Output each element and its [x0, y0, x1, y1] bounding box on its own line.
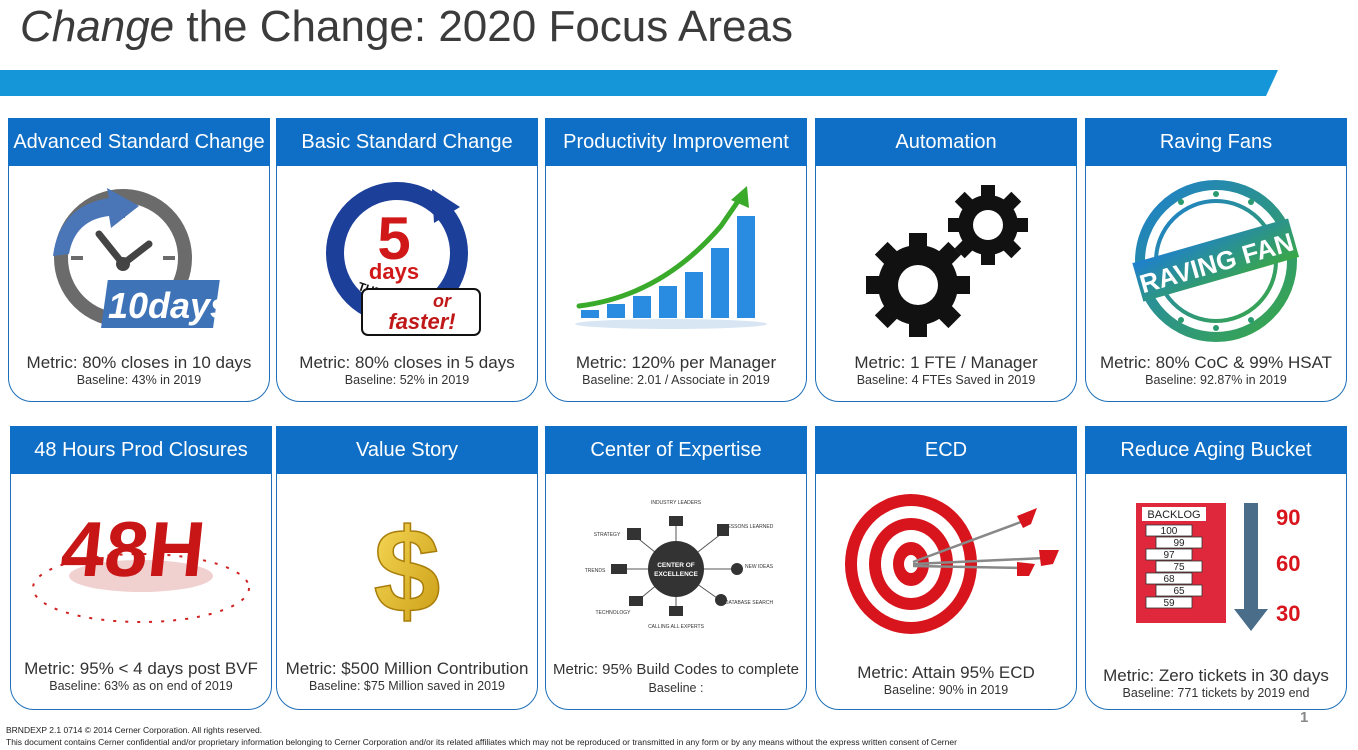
page-title: Change the Change: 2020 Focus Areas	[20, 2, 793, 52]
card-automation: Automation	[815, 118, 1077, 402]
card-title: Center of Expertise	[545, 426, 807, 474]
page-number: 1	[1300, 709, 1309, 726]
card-metric: Metric: 80% CoC & 99% HSAT	[1099, 353, 1333, 372]
footer-copyright: BRNDEXP 2.1 0714 © 2014 Cerner Corporati…	[6, 725, 263, 735]
card-metric: Metric: Zero tickets in 30 days	[1103, 666, 1329, 685]
gears-icon	[822, 173, 1070, 349]
backlog-item: 100	[1161, 526, 1178, 537]
badge-text: 10days	[108, 285, 230, 326]
backlog-item: 59	[1163, 598, 1175, 609]
card-advanced-standard-change: Advanced Standard Change 10days Metric: …	[8, 118, 270, 402]
card-metric: Metric: 95% Build Codes to complete	[553, 661, 799, 678]
backlog-item: 68	[1163, 574, 1175, 585]
card-metric: Metric: $500 Million Contribution	[285, 659, 529, 678]
card-baseline: Baseline: 771 tickets by 2019 end	[1122, 686, 1310, 700]
card-title: Automation	[815, 118, 1077, 166]
card-center-of-expertise: Center of Expertise CENTER OF EXCELLENCE…	[545, 426, 807, 710]
footer: BRNDEXP 2.1 0714 © 2014 Cerner Corporati…	[6, 724, 957, 748]
card-raving-fans: Raving Fans RAVING FAN Metric: 80% CoC &…	[1085, 118, 1347, 402]
title-emphasis: Change	[20, 2, 175, 51]
card-baseline: Baseline: 90% in 2019	[883, 683, 1009, 697]
badge-faster: faster!	[388, 309, 455, 334]
backlog-label: BACKLOG	[1147, 509, 1200, 521]
card-metric: Metric: 95% < 4 days post BVF	[24, 659, 258, 678]
coe-node: STRATEGY	[594, 532, 621, 538]
coe-node: INDUSTRY LEADERS	[651, 500, 702, 506]
card-title: Advanced Standard Change	[8, 118, 270, 166]
card-title: 48 Hours Prod Closures	[10, 426, 272, 474]
center-of-excellence-diagram-icon: CENTER OF EXCELLENCE INDUSTRY LEADERS LE…	[552, 481, 800, 657]
card-baseline: Baseline: 92.87% in 2019	[1145, 373, 1287, 387]
card-baseline: Baseline: 4 FTEs Saved in 2019	[856, 373, 1036, 387]
backlog-item: 65	[1173, 586, 1185, 597]
coe-node: TECHNOLOGY	[595, 610, 631, 616]
card-reduce-aging-bucket: Reduce Aging Bucket BACKLOG 100 99 97 75…	[1085, 426, 1347, 710]
growth-bar-chart-icon	[552, 173, 800, 349]
backlog-down-arrow-icon: BACKLOG 100 99 97 75 68 65 59 90 60	[1092, 481, 1340, 657]
title-banner	[0, 70, 1278, 96]
footer-disclaimer: This document contains Cerner confidenti…	[6, 737, 957, 747]
card-value-story: Value Story $ Metric: $500 Million Contr…	[276, 426, 538, 710]
card-baseline: Baseline: $75 Million saved in 2019	[309, 679, 505, 693]
coe-center-line1: CENTER OF	[657, 562, 695, 569]
clock-10-days-icon: 10days	[15, 173, 263, 349]
card-title: Reduce Aging Bucket	[1085, 426, 1347, 474]
card-productivity-improvement: Productivity Improvement Metric: 120% pe…	[545, 118, 807, 402]
48h-icon: 48H	[17, 481, 265, 657]
badge-days: days	[369, 259, 419, 284]
card-metric: Metric: Attain 95% ECD	[857, 663, 1035, 682]
coe-node: CALLING ALL EXPERTS	[648, 624, 705, 630]
card-ecd: ECD Metric: Attain 95% ECD Baseline: 90%…	[815, 426, 1077, 710]
badge-number: 5	[377, 205, 410, 272]
raving-fan-stamp-icon: RAVING FAN	[1092, 173, 1340, 349]
5-days-turnaround-icon: 5 days TURNAROUND or faster!	[283, 173, 531, 349]
coe-center-line2: EXCELLENCE	[654, 571, 698, 578]
card-basic-standard-change: Basic Standard Change 5 days TURNAROUND …	[276, 118, 538, 402]
card-baseline: Baseline :	[648, 681, 704, 695]
title-rest: the Change: 2020 Focus Areas	[174, 2, 793, 51]
card-title: Basic Standard Change	[276, 118, 538, 166]
card-metric: Metric: 80% closes in 5 days	[299, 353, 515, 372]
aging-level: 30	[1276, 601, 1300, 626]
card-title: ECD	[815, 426, 1077, 474]
backlog-item: 99	[1173, 538, 1185, 549]
backlog-item: 97	[1163, 550, 1175, 561]
dollar-symbol: $	[374, 504, 441, 634]
coe-node: NEW IDEAS	[745, 564, 774, 570]
coe-node: LESSONS LEARNED	[725, 524, 774, 530]
coe-node: TRENDS	[585, 568, 606, 574]
card-metric: Metric: 120% per Manager	[575, 353, 777, 372]
card-baseline: Baseline: 52% in 2019	[344, 373, 470, 387]
aging-level: 90	[1276, 505, 1300, 530]
card-title: Productivity Improvement	[545, 118, 807, 166]
aging-level: 60	[1276, 551, 1300, 576]
card-baseline: Baseline: 43% in 2019	[76, 373, 202, 387]
coe-node: DATABASE SEARCH	[725, 600, 774, 606]
badge-or: or	[433, 291, 452, 311]
target-arrows-icon	[822, 481, 1070, 657]
card-48-hours-prod-closures: 48 Hours Prod Closures 48H Metric: 95% <…	[10, 426, 272, 710]
badge-text: 48H	[57, 505, 209, 593]
dollar-sign-icon: $	[283, 481, 531, 657]
card-baseline: Baseline: 2.01 / Associate in 2019	[582, 373, 770, 387]
card-baseline: Baseline: 63% as on end of 2019	[49, 679, 233, 693]
card-title: Value Story	[276, 426, 538, 474]
backlog-item: 75	[1173, 562, 1185, 573]
card-title: Raving Fans	[1085, 118, 1347, 166]
card-metric: Metric: 80% closes in 10 days	[26, 353, 252, 372]
card-metric: Metric: 1 FTE / Manager	[854, 353, 1038, 372]
